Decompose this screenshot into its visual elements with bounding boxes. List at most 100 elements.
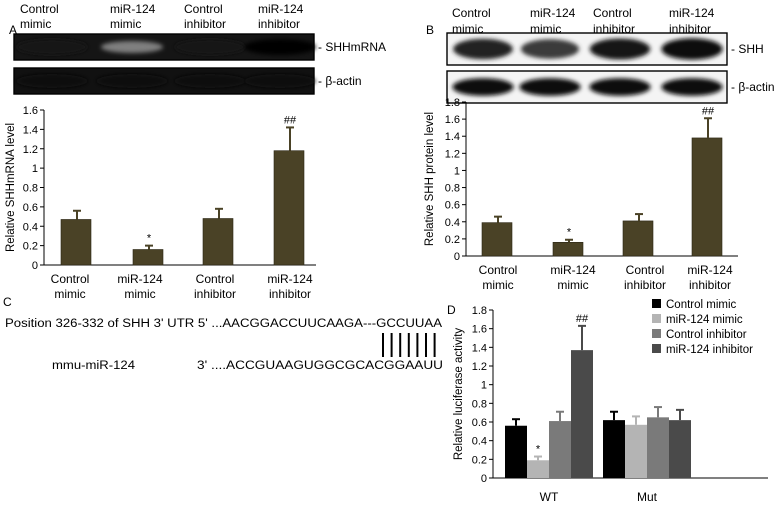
blot-band bbox=[244, 39, 316, 55]
blot-band bbox=[174, 39, 246, 55]
y-tick-label: 1.4 bbox=[23, 124, 38, 136]
y-tick-label: 0.4 bbox=[472, 436, 487, 448]
significance-mark: ## bbox=[576, 313, 589, 325]
bar bbox=[669, 420, 691, 478]
significance-mark: ## bbox=[284, 114, 297, 126]
blot-band bbox=[16, 74, 88, 88]
y-tick-label: 1.6 bbox=[472, 324, 487, 336]
bar bbox=[481, 222, 513, 257]
legend-entry: miR-124 mimic bbox=[666, 314, 743, 326]
lane-label: mimic bbox=[20, 17, 51, 31]
y-tick-label: 0.8 bbox=[472, 398, 487, 410]
x-tick-label: mimic bbox=[557, 278, 588, 292]
y-tick-label: 1 bbox=[454, 165, 460, 177]
blot-label: - β-actin bbox=[318, 74, 362, 88]
y-tick-label: 0 bbox=[32, 260, 38, 272]
lane-label: mimic bbox=[110, 17, 141, 31]
y-tick-label: 1.6 bbox=[445, 114, 460, 126]
base-pair-lines bbox=[382, 333, 436, 357]
y-tick-label: 0.2 bbox=[472, 454, 487, 466]
y-axis-label: Relative SHH protein level bbox=[424, 112, 436, 246]
lane-label: Control bbox=[452, 6, 491, 20]
y-tick-label: 0.8 bbox=[23, 183, 38, 195]
lane-label: miR-124 bbox=[669, 6, 715, 20]
blot-band bbox=[519, 78, 581, 96]
x-tick-label: Control bbox=[51, 272, 90, 286]
y-tick-label: 0.6 bbox=[472, 417, 487, 429]
x-tick-label: WT bbox=[540, 490, 559, 504]
panel-letter-d: D bbox=[447, 303, 456, 317]
y-axis-label: Relative luciferase activity bbox=[453, 328, 465, 461]
y-tick-label: 0.4 bbox=[445, 217, 460, 229]
bar-chart-b: 0 0.2 0.4 0.6 0.8 1 1.2 1.4 1.6 1.8 Relative SHH p… bbox=[424, 97, 738, 292]
blot-band bbox=[453, 38, 513, 60]
x-tick-label: miR-124 bbox=[267, 272, 313, 286]
legend-entry: Control mimic bbox=[666, 299, 737, 311]
mirna-sequence: 3' ....ACCGUAAGUGGCGCACGGAAUU bbox=[197, 360, 443, 372]
y-tick-label: 0 bbox=[454, 251, 460, 263]
mirna-name: mmu-miR-124 bbox=[52, 360, 136, 372]
lane-label: miR-124 bbox=[258, 2, 304, 16]
legend-entry: Control inhibitor bbox=[666, 329, 747, 341]
bar-chart-a: 0 0.2 0.4 0.6 0.8 1 1.2 1.4 1.6 Relative SHHmRNA … bbox=[5, 105, 316, 301]
y-axis-label: Relative SHHmRNA level bbox=[5, 123, 17, 252]
legend-swatch bbox=[652, 344, 661, 353]
x-tick-label: Control bbox=[479, 263, 518, 277]
blot-band bbox=[174, 74, 246, 88]
y-tick-label: 1.4 bbox=[472, 342, 487, 354]
bar bbox=[505, 425, 527, 478]
bar bbox=[202, 218, 234, 266]
blot-label: - SHHmRNA bbox=[318, 40, 386, 54]
y-tick-label: 1.4 bbox=[445, 131, 460, 143]
panel-letter-a: A bbox=[9, 23, 17, 37]
lane-label: Control bbox=[184, 2, 223, 16]
x-tick-label: inhibitor bbox=[194, 287, 236, 301]
panel-letter-b: B bbox=[426, 23, 434, 37]
y-tick-label: 1.2 bbox=[472, 361, 487, 373]
significance-mark: ## bbox=[702, 105, 715, 117]
blot-band bbox=[16, 39, 88, 55]
bar bbox=[132, 249, 164, 266]
lane-label: miR-124 bbox=[530, 6, 576, 20]
blot-band bbox=[452, 78, 514, 96]
x-tick-label: inhibitor bbox=[624, 278, 666, 292]
panel-letter-c: C bbox=[3, 295, 12, 309]
lane-label: inhibitor bbox=[184, 17, 226, 31]
x-tick-label: miR-124 bbox=[687, 263, 733, 277]
y-tick-label: 0.2 bbox=[445, 234, 460, 246]
y-tick-label: 1 bbox=[32, 163, 38, 175]
sequence-alignment: Position 326-332 of SHH 3' UTR 5' ...AAC… bbox=[5, 318, 443, 372]
bar bbox=[625, 424, 647, 478]
blot-band bbox=[589, 78, 651, 96]
bar bbox=[622, 220, 654, 257]
bar bbox=[603, 420, 625, 478]
y-tick-label: 0 bbox=[481, 473, 487, 485]
significance-mark: * bbox=[567, 227, 572, 239]
bar bbox=[552, 242, 584, 257]
significance-mark: * bbox=[147, 233, 152, 245]
y-tick-label: 0.6 bbox=[23, 202, 38, 214]
x-tick-label: Mut bbox=[637, 490, 658, 504]
y-tick-label: 0.8 bbox=[445, 183, 460, 195]
legend-swatch bbox=[652, 329, 661, 338]
y-tick-label: 1.8 bbox=[445, 97, 460, 109]
bar bbox=[60, 219, 92, 266]
legend-swatch bbox=[652, 314, 661, 323]
y-tick-label: 0.6 bbox=[445, 200, 460, 212]
utr-sequence: Position 326-332 of SHH 3' UTR 5' ...AAC… bbox=[5, 318, 442, 330]
y-tick-label: 0.2 bbox=[23, 241, 38, 253]
legend-swatch bbox=[652, 299, 661, 308]
bar bbox=[647, 417, 669, 478]
bar bbox=[691, 137, 723, 257]
bar-chart-d: 0 0.2 0.4 0.6 0.8 1 1.2 1.4 1.6 1.8 Relative lucif… bbox=[453, 299, 768, 504]
blot-band bbox=[244, 74, 316, 88]
western-blot-b: ControlmimicmiR-124mimicControlinhibitor… bbox=[446, 6, 775, 104]
legend-entry: miR-124 inhibitor bbox=[666, 344, 753, 356]
y-tick-label: 1.2 bbox=[23, 144, 38, 156]
x-tick-label: mimic bbox=[482, 278, 513, 292]
y-tick-label: 0.4 bbox=[23, 221, 38, 233]
y-tick-label: 1.8 bbox=[472, 305, 487, 317]
lane-label: Control bbox=[20, 2, 59, 16]
significance-mark: * bbox=[536, 444, 541, 456]
